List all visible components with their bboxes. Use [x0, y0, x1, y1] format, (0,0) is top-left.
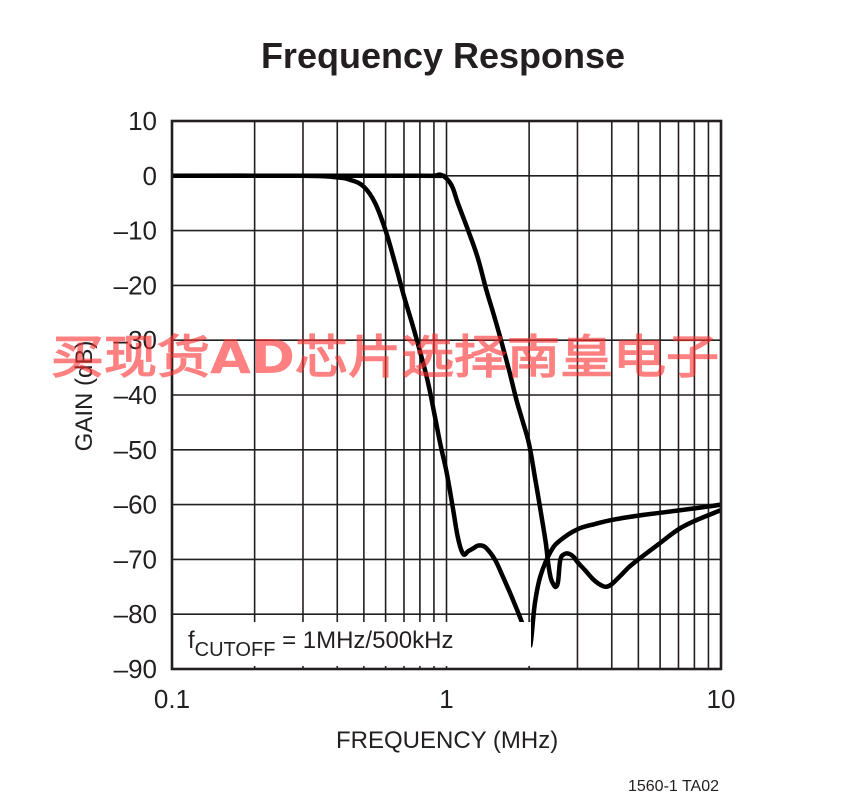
- series-line-2: [171, 172, 722, 590]
- grid-lines: [172, 121, 721, 669]
- y-tick-label: –40: [114, 380, 157, 410]
- y-tick-label: –10: [114, 216, 157, 246]
- x-tick-label: 10: [707, 684, 736, 714]
- figure-id: 1560-1 TA02: [628, 778, 719, 795]
- annotation-rest: = 1MHz/500kHz: [275, 627, 453, 654]
- x-tick-label: 1: [439, 684, 453, 714]
- y-tick-label: –20: [114, 270, 157, 300]
- y-tick-label: –80: [114, 599, 157, 629]
- plot-frame: [170, 119, 723, 671]
- x-tick-label: 0.1: [154, 684, 190, 714]
- y-axis-label: GAIN (dB): [71, 341, 98, 452]
- series-line-1: [171, 173, 722, 648]
- y-tick-label: 10: [128, 106, 157, 136]
- x-axis-label: FREQUENCY (MHz): [336, 727, 558, 754]
- x-tick-labels: 0.1 1 10: [154, 684, 736, 714]
- annotation-background: [181, 622, 531, 666]
- y-tick-label: –90: [114, 654, 157, 684]
- annotation-subscript: CUTOFF: [195, 639, 276, 661]
- y-tick-label: –60: [114, 490, 157, 520]
- watermark-text: 买现货AD芯片选择南皇电子: [51, 330, 719, 384]
- y-tick-label: –70: [114, 544, 157, 574]
- cutoff-annotation: fCUTOFF = 1MHz/500kHz: [188, 627, 453, 661]
- y-tick-label: –50: [114, 435, 157, 465]
- y-tick-label: –30: [114, 325, 157, 355]
- plot-curves: [171, 172, 722, 648]
- chart-title: Frequency Response: [261, 35, 625, 76]
- y-tick-labels: 10 0 –10 –20 –30 –40 –50 –60 –70 –80 –90: [114, 106, 157, 684]
- y-tick-label: 0: [143, 161, 157, 191]
- annotation-main: f: [188, 627, 195, 654]
